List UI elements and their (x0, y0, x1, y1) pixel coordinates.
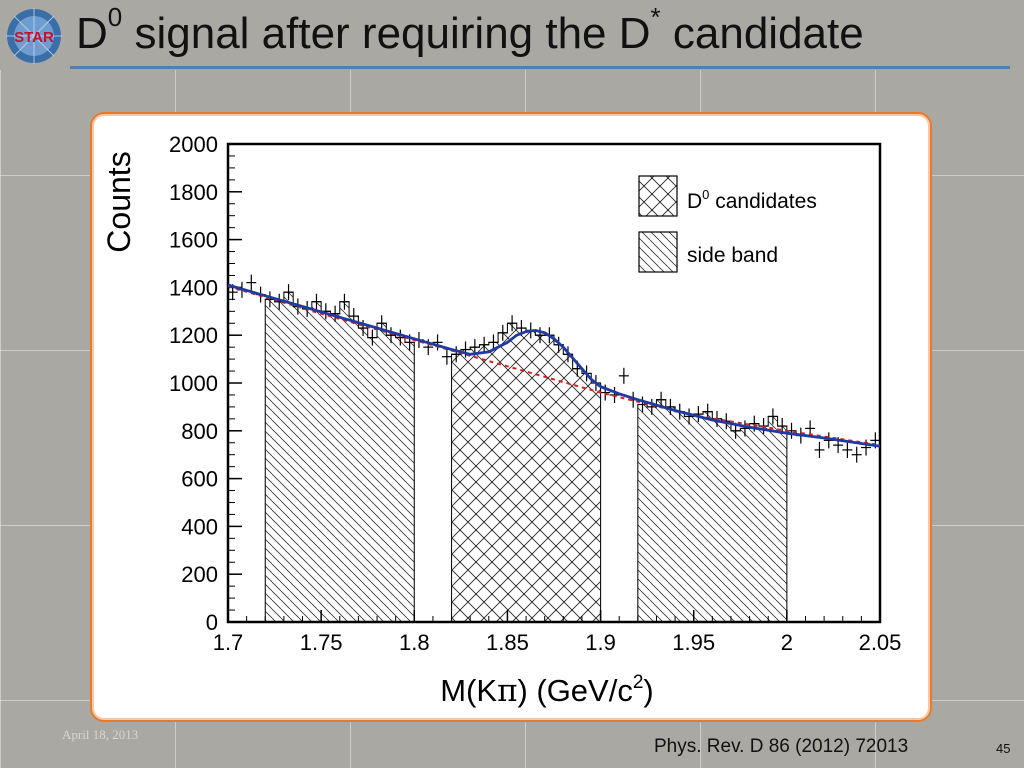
x-tick-label: 1.9 (585, 630, 616, 655)
y-tick-label: 400 (181, 514, 218, 539)
title-sup-zero: 0 (107, 2, 123, 32)
data-point (739, 420, 750, 437)
data-point (246, 274, 257, 291)
data-points (227, 274, 881, 463)
y-tick-label: 1200 (169, 323, 218, 348)
title-main: D (76, 9, 108, 58)
data-point (861, 439, 872, 456)
data-point (497, 324, 508, 341)
legend-label-sideband: side band (687, 244, 778, 267)
x-tick-label: 1.85 (486, 630, 529, 655)
title-bar: STAR D0 signal after requiring the D* ca… (0, 0, 1024, 70)
title-sup-star: * (650, 2, 661, 32)
chart-panel: 1.7 1.75 1.8 1.85 1.9 1.95 2 2.05 0 200 400 600 800… (90, 112, 932, 722)
data-point (460, 341, 471, 358)
shaded-regions (264, 291, 788, 623)
slide-title: D0 signal after requiring the D* candida… (76, 2, 864, 62)
x-tick-label: 2 (781, 630, 793, 655)
data-point (609, 386, 620, 403)
signal-fit-line (227, 283, 881, 448)
slide-number: 45 (996, 741, 1011, 756)
y-tick-label: 1400 (169, 275, 218, 300)
data-point (441, 348, 452, 365)
y-tick-label: 800 (181, 419, 218, 444)
data-point (618, 367, 629, 384)
data-point (684, 408, 695, 425)
chart: 1.7 1.75 1.8 1.85 1.9 1.95 2 2.05 0 200 400 600 800… (101, 132, 902, 709)
title-rule (70, 66, 1010, 69)
data-point (814, 441, 825, 458)
sideband-region-0 (264, 291, 415, 623)
x-axis: 1.7 1.75 1.8 1.85 1.9 1.95 2 2.05 (213, 610, 902, 655)
slide-date: April 18, 2013 (62, 727, 139, 742)
star-logo: STAR (6, 8, 62, 64)
data-point (851, 446, 862, 463)
y-tick-label: 200 (181, 562, 218, 587)
y-tick-label: 1600 (169, 228, 218, 253)
data-point (451, 346, 462, 363)
data-point (386, 327, 396, 344)
background-fit-line (227, 285, 881, 447)
x-axis-label: M(Kπ) (GeV/c2) (440, 672, 654, 709)
legend: D0 candidates side band (638, 175, 817, 273)
legend-swatch-d0 (638, 175, 678, 217)
x-tick-label: 2.05 (859, 630, 902, 655)
title-mid: signal after requiring the D (122, 9, 651, 58)
x-tick-label: 1.75 (300, 630, 343, 655)
data-point (479, 336, 490, 353)
data-point (367, 329, 378, 346)
data-point (767, 408, 778, 425)
data-point (507, 315, 518, 332)
data-point (488, 334, 499, 351)
x-tick-label: 1.7 (213, 630, 244, 655)
x-tick-label: 1.95 (672, 630, 715, 655)
logo-text: STAR (14, 29, 54, 46)
data-point (535, 327, 546, 344)
y-axis: 0 200 400 600 800 1000 1200 1400 1600 1800 2000 (169, 132, 242, 635)
y-tick-label: 1000 (169, 371, 218, 396)
data-point (693, 406, 704, 423)
data-point (311, 293, 322, 310)
y-tick-label: 0 (206, 610, 218, 635)
y-tick-label: 1800 (169, 180, 218, 205)
data-point (283, 284, 294, 301)
y-tick-label: 2000 (169, 132, 218, 157)
legend-label-d0: D0 candidates (687, 187, 817, 213)
y-axis-label: Counts (101, 151, 137, 252)
data-point (339, 293, 350, 310)
y-tick-label: 600 (181, 467, 218, 492)
data-point (395, 329, 406, 346)
x-tick-label: 1.8 (399, 630, 430, 655)
title-end: candidate (660, 9, 864, 58)
sideband-region-2 (637, 399, 788, 623)
citation: Phys. Rev. D 86 (2012) 72013 (654, 736, 909, 757)
data-point (432, 334, 443, 351)
data-point (842, 441, 853, 458)
legend-swatch-sideband (638, 231, 678, 273)
